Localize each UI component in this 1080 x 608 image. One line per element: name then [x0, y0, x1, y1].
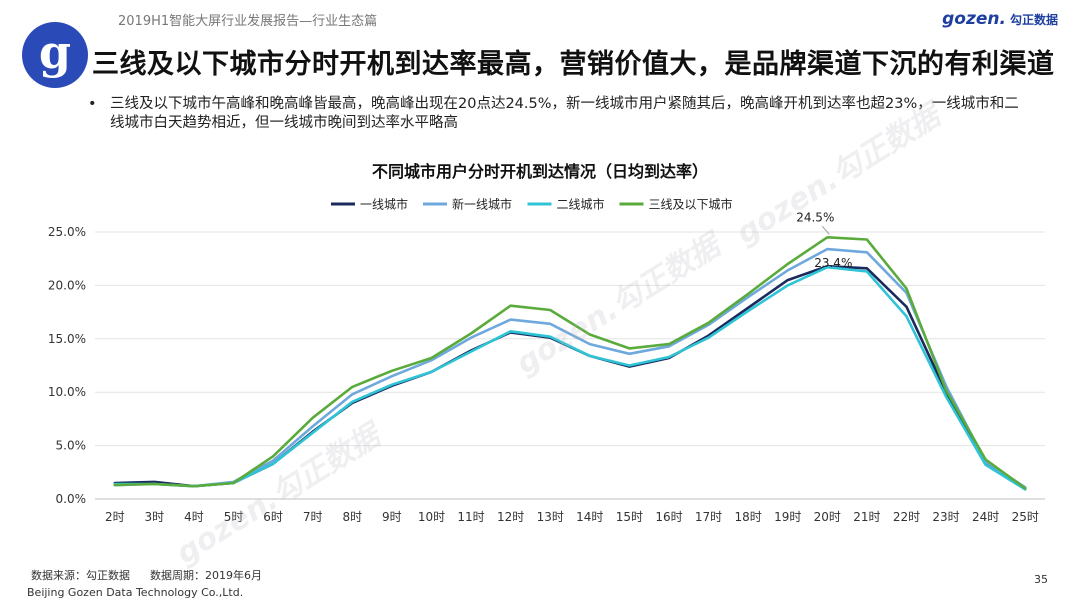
legend: 一线城市 新一线城市 二线城市 三线及以下城市: [331, 197, 733, 212]
x-tick-label: 4时: [184, 510, 204, 524]
x-tick-label: 11时: [457, 510, 484, 524]
badge-letter: g: [38, 25, 72, 79]
chart-title: 不同城市用户分时开机到达情况（日均到达率）: [371, 162, 708, 181]
data-source: 数据来源：勾正数据: [31, 569, 130, 582]
y-axis: 0.0% 5.0% 10.0% 15.0% 20.0% 25.0%: [48, 225, 86, 506]
series-line: [113, 235, 1027, 490]
x-tick-label: 10时: [418, 510, 445, 524]
y-tick-label: 25.0%: [48, 225, 86, 239]
x-tick-label: 24时: [972, 510, 999, 524]
data-annotation: 24.5%: [796, 210, 834, 224]
series-lines: [113, 235, 1027, 491]
y-tick-label: 20.0%: [48, 278, 86, 292]
x-tick-label: 18时: [734, 510, 761, 524]
logo-wordmark: gozen.: [942, 9, 1006, 29]
x-tick-label: 14时: [576, 510, 603, 524]
legend-label: 二线城市: [557, 197, 605, 212]
company-name: Beijing Gozen Data Technology Co.,Ltd.: [27, 586, 244, 599]
x-tick-label: 6时: [263, 510, 283, 524]
x-tick-label: 12时: [497, 510, 524, 524]
x-tick-label: 23时: [932, 510, 959, 524]
annotations: 24.5% 23.4%: [796, 210, 852, 270]
data-annotation: 23.4%: [814, 256, 852, 270]
y-tick-label: 10.0%: [48, 385, 86, 399]
y-tick-label: 0.0%: [56, 492, 87, 506]
x-tick-label: 17时: [695, 510, 722, 524]
x-tick-label: 3时: [145, 510, 165, 524]
page-number: 35: [1034, 573, 1048, 586]
report-title: 2019H1智能大屏行业发展报告—行业生态篇: [118, 14, 378, 29]
y-tick-label: 15.0%: [48, 332, 86, 346]
data-period: 数据周期：2019年6月: [150, 569, 262, 582]
x-tick-label: 20时: [814, 510, 841, 524]
series-line: [113, 247, 1027, 489]
y-tick-label: 5.0%: [56, 439, 87, 453]
series-line: [113, 265, 1027, 491]
x-tick-label: 16时: [655, 510, 682, 524]
x-tick-label: 8时: [342, 510, 362, 524]
x-tick-label: 21时: [853, 510, 880, 524]
x-tick-label: 9时: [382, 510, 402, 524]
annotation-leader: [821, 226, 830, 235]
x-tick-label: 25时: [1012, 510, 1039, 524]
x-tick-label: 7时: [303, 510, 323, 524]
brand-logo: gozen. 勾正数据: [942, 9, 1058, 29]
legend-label: 新一线城市: [452, 197, 512, 212]
line-chart: 0.0% 5.0% 10.0% 15.0% 20.0% 25.0% 2时 3时 4时 5时 6时 7…: [48, 197, 1045, 524]
series-line: [113, 264, 1027, 490]
summary-bullet: • 三线及以下城市午高峰和晚高峰皆最高，晚高峰出现在20点达24.5%，新一线城…: [88, 95, 1028, 133]
x-tick-label: 19时: [774, 510, 801, 524]
page-headline: 三线及以下城市分时开机到达率最高，营销价值大，是品牌渠道下沉的有利渠道: [92, 49, 1055, 80]
gridlines: [95, 231, 1045, 500]
bullet-marker: •: [88, 96, 97, 112]
x-axis: 2时 3时 4时 5时 6时 7时 8时 9时 10时 11时 12时 13时 14时 15时 16时 17时…: [105, 510, 1039, 524]
x-tick-label: 22时: [893, 510, 920, 524]
footer-source: 数据来源：勾正数据 数据周期：2019年6月: [31, 567, 262, 583]
legend-label: 一线城市: [360, 197, 408, 212]
gozen-badge-icon: g: [22, 22, 88, 88]
x-tick-label: 15时: [616, 510, 643, 524]
logo-chinese: 勾正数据: [1009, 13, 1058, 27]
x-tick-label: 2时: [105, 510, 125, 524]
x-tick-label: 5时: [224, 510, 244, 524]
summary-text: 三线及以下城市午高峰和晚高峰皆最高，晚高峰出现在20点达24.5%，新一线城市用…: [110, 96, 1019, 131]
x-tick-label: 13时: [537, 510, 564, 524]
legend-label: 三线及以下城市: [649, 197, 733, 212]
